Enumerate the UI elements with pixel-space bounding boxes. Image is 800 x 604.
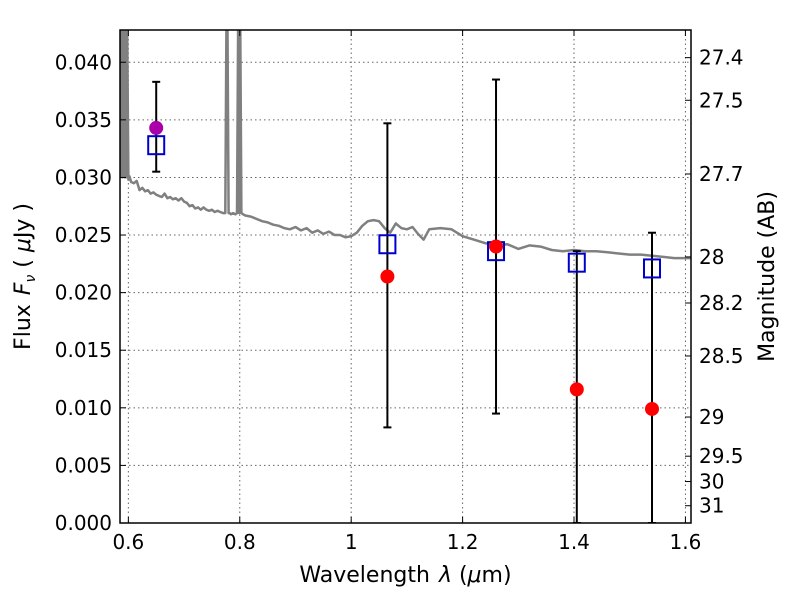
y-tick-label: 0.015: [55, 338, 112, 362]
y2-tick-label: 29.5: [699, 444, 744, 468]
y2-tick-label: 29: [699, 405, 724, 429]
x-tick-label: 1.6: [670, 530, 702, 554]
model-spectrum: [120, 30, 691, 260]
y-axis-unit-symbol: μ: [11, 238, 36, 253]
y-tick-label: 0.005: [55, 453, 112, 477]
y-axis-symbol-sub: ν: [23, 275, 39, 283]
observed-photometry-point: [149, 120, 164, 135]
y-tick-label: 0.000: [55, 511, 112, 535]
y-tick-label: 0.030: [55, 165, 112, 189]
y-tick-label: 0.025: [55, 223, 112, 247]
y-tick-label: 0.035: [55, 108, 112, 132]
x-axis-unit-open: (: [452, 563, 468, 588]
x-tick-label: 1.4: [558, 530, 590, 554]
axis-ticks: 0.6 0.8 1 1.2 1.4 1.6 0.000 0.005 0.010 0.015 0.02…: [55, 30, 744, 554]
y2-tick-label: 30: [699, 470, 724, 494]
model-spectrum-line: [120, 30, 691, 260]
x-axis-unit-symbol: μ: [467, 563, 482, 588]
observed-photometry-points: [149, 120, 660, 416]
y2-tick-label: 28: [699, 245, 724, 269]
observed-photometry-point: [645, 401, 660, 416]
y2-tick-label: 28.2: [699, 291, 744, 315]
observed-photometry-point: [569, 382, 584, 397]
y2-tick-label: 27.5: [699, 88, 744, 112]
model-photometry-square: [147, 135, 166, 156]
x-tick-label: 0.6: [112, 530, 144, 554]
y-axis-title: Flux Fν ( μJy ): [11, 203, 39, 350]
x-tick-label: 1: [345, 530, 358, 554]
observed-photometry-point: [489, 239, 504, 254]
y2-tick-label: 31: [699, 494, 724, 518]
x-axis-title: Wavelength λ (μm): [299, 563, 511, 588]
y-axis-label: Flux: [11, 304, 36, 350]
y-tick-label: 0.020: [55, 281, 112, 305]
y2-tick-label: 28.5: [699, 344, 744, 368]
x-axis-symbol: λ: [438, 563, 452, 588]
y-axis-symbol-main: F: [11, 282, 36, 295]
model-photometry-square: [378, 234, 397, 255]
y2-tick-label: 27.7: [699, 162, 744, 186]
y2-axis-title: Magnitude (AB): [755, 191, 780, 362]
observed-photometry-point: [380, 269, 395, 284]
y-tick-label: 0.010: [55, 396, 112, 420]
y-axis-unit-open: (: [11, 252, 36, 275]
plot-frame: [119, 29, 692, 524]
x-tick-label: 1.2: [447, 530, 479, 554]
y2-tick-label: 27.4: [699, 46, 744, 70]
y-tick-label: 0.040: [55, 50, 112, 74]
x-tick-label: 0.8: [224, 530, 256, 554]
model-photometry-square: [567, 252, 586, 273]
x-axis-unit-rest: m): [482, 563, 512, 588]
x-axis-label: Wavelength: [299, 563, 430, 588]
model-photometry-square: [643, 258, 662, 279]
y-axis-unit-rest: Jy ): [11, 203, 36, 240]
plot-background: [120, 30, 691, 523]
